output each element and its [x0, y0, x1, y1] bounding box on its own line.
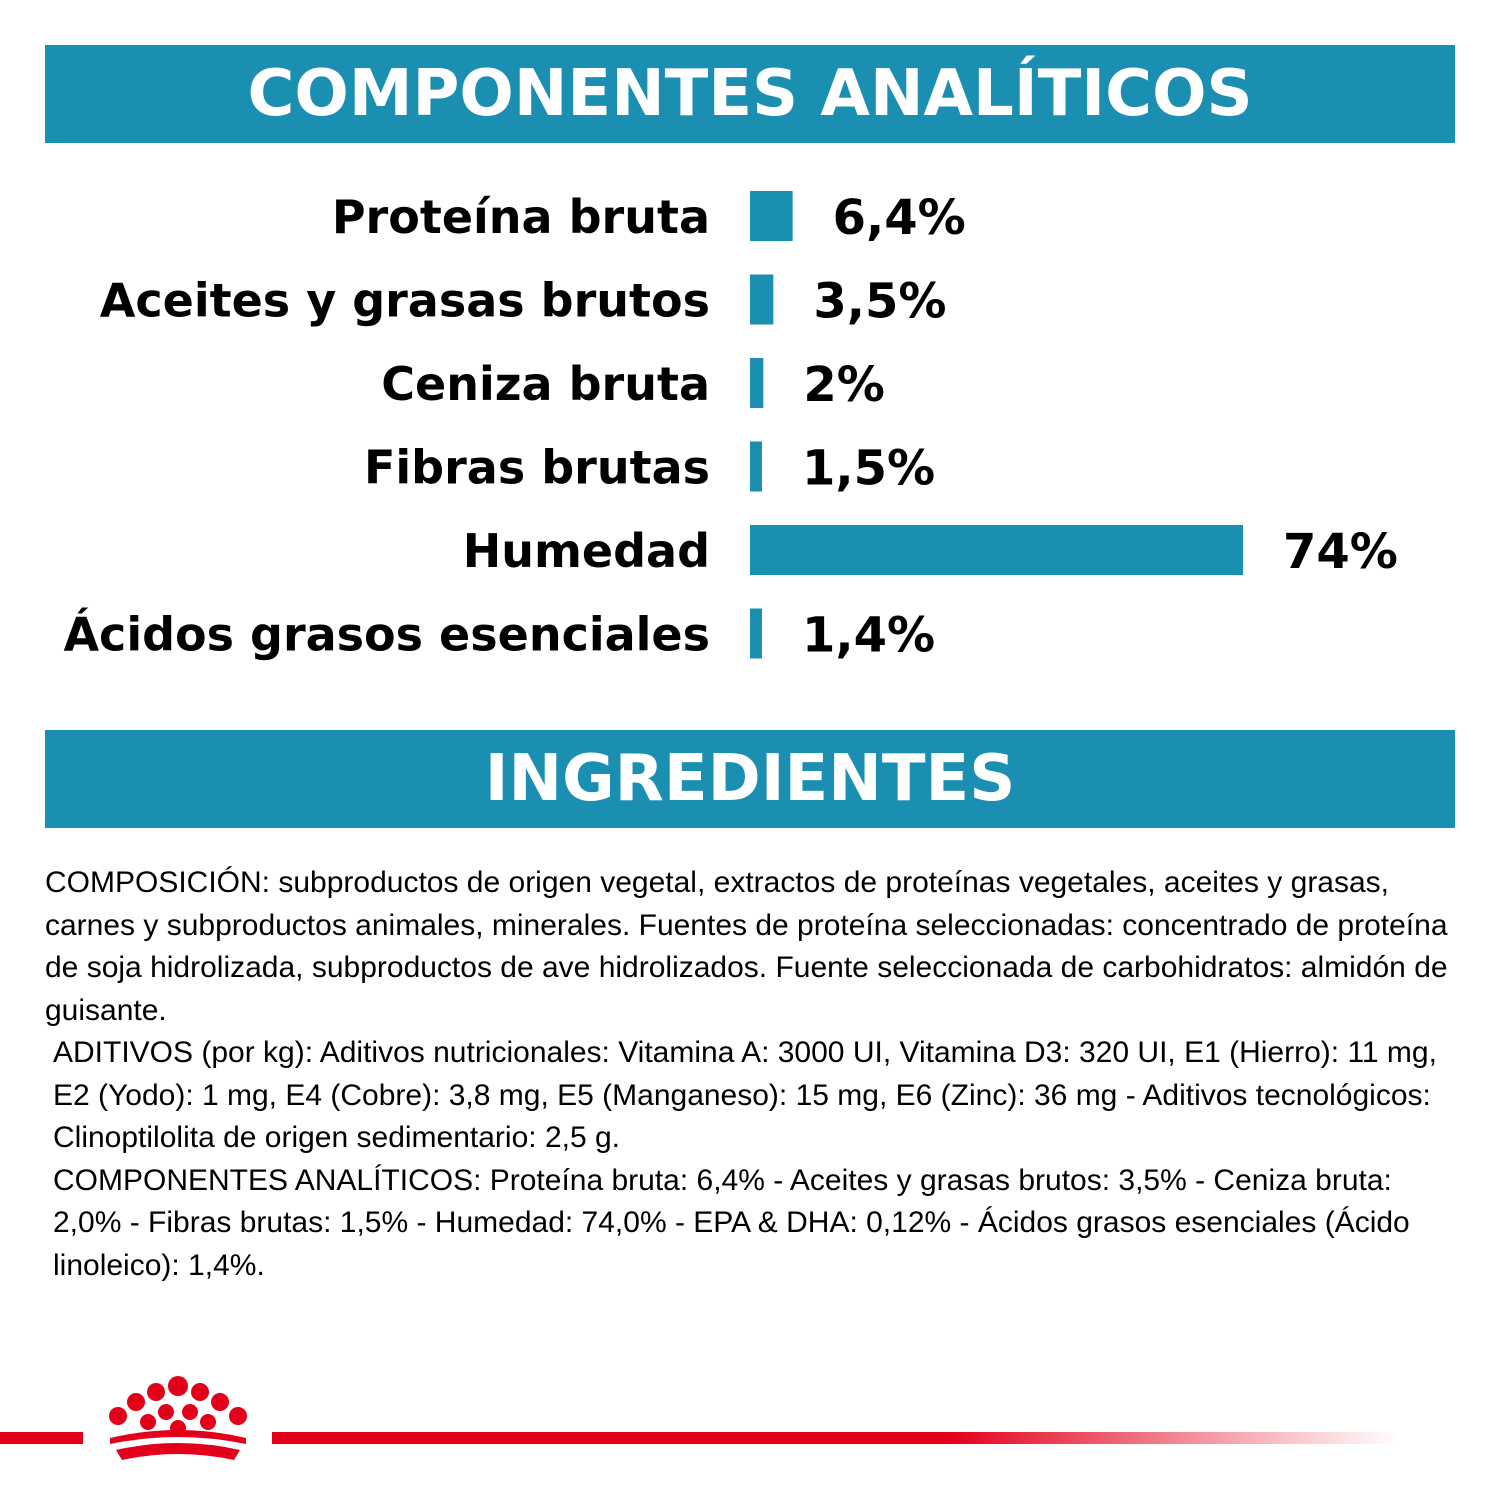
- page-title: COMPONENTES ANALÍTICOS: [247, 57, 1253, 131]
- category-label-fibras-brutas: Fibras brutas: [364, 441, 710, 495]
- category-label-proteina-bruta: Proteína bruta: [332, 190, 710, 244]
- value-label-aceites-y-grasas-brutos: 3,5%: [813, 274, 946, 330]
- additives-paragraph: ADITIVOS (por kg): Aditivos nutricionale…: [53, 1036, 1437, 1154]
- royal-canin-crown-icon: [109, 1376, 247, 1460]
- analytical-paragraph: COMPONENTES ANALÍTICOS: Proteína bruta: …: [53, 1163, 1410, 1282]
- bar-ceniza-bruta: [750, 358, 764, 408]
- category-label-humedad: Humedad: [463, 524, 710, 578]
- ingredients-banner: INGREDIENTES: [45, 730, 1455, 828]
- bar-proteina-bruta: [750, 191, 793, 241]
- header-banner: COMPONENTES ANALÍTICOS: [45, 45, 1455, 143]
- ingredients-text: COMPOSICIÓN: subproductos de origen vege…: [45, 862, 1455, 1287]
- composition-paragraph: COMPOSICIÓN: subproductos de origen vege…: [45, 866, 1448, 1027]
- value-label-humedad: 74%: [1283, 524, 1398, 580]
- value-label-fibras-brutas: 1,5%: [802, 441, 935, 497]
- category-label-aceites-y-grasas-brutos: Aceites y grasas brutos: [100, 274, 710, 328]
- category-label-acidos-grasos-esenciales: Ácidos grasos esenciales: [63, 608, 710, 662]
- bar-acidos-grasos-esenciales: [750, 608, 762, 659]
- value-label-proteina-bruta: 6,4%: [833, 190, 966, 246]
- bar-aceites-y-grasas-brutos: [750, 274, 774, 325]
- bar-humedad: [750, 525, 1243, 575]
- footer-line-left: [0, 1432, 83, 1444]
- ingredients-title: INGREDIENTES: [484, 742, 1016, 816]
- value-label-ceniza-bruta: 2%: [803, 357, 885, 413]
- value-label-acidos-grasos-esenciales: 1,4%: [802, 608, 935, 664]
- category-label-ceniza-bruta: Ceniza bruta: [381, 357, 710, 411]
- footer-line-right: [272, 1432, 1400, 1444]
- nutrient-bar-chart: Proteína bruta 6,4% Aceites y grasas bruto…: [63, 190, 1398, 664]
- bar-fibras-brutas: [750, 441, 762, 492]
